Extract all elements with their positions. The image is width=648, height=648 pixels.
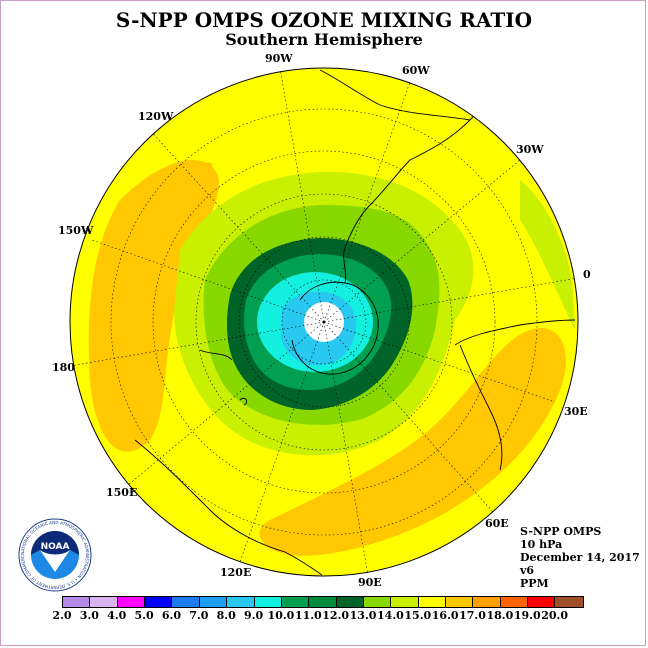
colorbar-swatch xyxy=(281,597,310,607)
logo-bird xyxy=(40,550,70,572)
lon-label-120w: 120W xyxy=(138,110,174,123)
field-light-green-edge xyxy=(520,180,575,330)
lon-label-90e: 90E xyxy=(358,576,382,589)
lon-label-90w: 90W xyxy=(265,52,293,65)
noaa-logo: NATIONAL OCEANIC AND ATMOSPHERIC ADMINIS… xyxy=(18,518,92,592)
map-boundary xyxy=(69,67,579,577)
colorbar-swatch xyxy=(500,597,529,607)
colorbar-swatch xyxy=(254,597,282,607)
colorbar-tick-label: 10.0 xyxy=(267,609,295,622)
info-level: 10 hPa xyxy=(520,538,563,551)
lon-label-150w: 150W xyxy=(58,224,94,237)
field-orange-small xyxy=(200,162,213,170)
colorbar-tick-label: 19.0 xyxy=(513,609,541,622)
colorbar-swatch xyxy=(199,597,228,607)
product-info: S-NPP OMPS 10 hPa December 14, 2017 v6 P… xyxy=(520,525,640,590)
colorbar-tick-label: 8.0 xyxy=(216,609,236,622)
colorbar xyxy=(62,596,584,608)
lon-label-150e: 150E xyxy=(106,486,137,499)
lon-label-60e: 60E xyxy=(485,517,509,530)
info-date: December 14, 2017 xyxy=(520,551,640,564)
colorbar-tick-label: 3.0 xyxy=(79,609,99,622)
colorbar-swatch xyxy=(227,597,255,607)
lon-label-60w: 60W xyxy=(402,64,430,77)
colorbar-swatch xyxy=(446,597,474,607)
colorbar-tick-label: 15.0 xyxy=(404,609,432,622)
colorbar-tick-label: 11.0 xyxy=(294,609,322,622)
colorbar-tick-label: 13.0 xyxy=(349,609,377,622)
lon-label-120e: 120E xyxy=(220,566,251,579)
logo-wordmark: NOAA xyxy=(41,542,70,552)
colorbar-tick-label: 7.0 xyxy=(189,609,209,622)
map-title: S-NPP OMPS OZONE MIXING RATIO xyxy=(115,8,533,32)
colorbar-swatch xyxy=(528,597,556,607)
map-subtitle: Southern Hemisphere xyxy=(225,30,423,49)
colorbar-tick-label: 18.0 xyxy=(486,609,514,622)
ozone-field xyxy=(70,68,578,576)
colorbar-tick-label: 6.0 xyxy=(161,609,182,622)
colorbar-tick-label: 20.0 xyxy=(541,609,569,622)
colorbar-tick-label: 12.0 xyxy=(322,609,350,622)
colorbar-tick-label: 9.0 xyxy=(244,609,264,622)
colorbar-ticks: 2.0 3.0 4.0 5.0 6.0 7.0 8.0 9.0 10.0 11.0 12.0 13.0… xyxy=(52,609,582,623)
colorbar-swatch xyxy=(63,597,91,607)
colorbar-swatch xyxy=(363,597,392,607)
info-instrument: S-NPP OMPS xyxy=(520,525,602,538)
colorbar-tick-label: 5.0 xyxy=(134,609,154,622)
colorbar-swatch xyxy=(117,597,146,607)
lon-label-30e: 30E xyxy=(564,405,588,418)
colorbar-swatch xyxy=(172,597,200,607)
colorbar-swatch xyxy=(555,597,583,607)
colorbar-swatch xyxy=(418,597,447,607)
graticule xyxy=(70,68,578,576)
field-orange-east xyxy=(259,328,566,556)
lon-label-30w: 30W xyxy=(516,143,544,156)
south-pole-dot xyxy=(322,320,326,324)
lon-label-0: 0 xyxy=(583,268,591,281)
colorbar-swatch xyxy=(145,597,173,607)
logo-upper xyxy=(31,531,79,555)
colorbar-tick-label: 17.0 xyxy=(459,609,486,622)
info-version: v6 xyxy=(520,564,535,577)
colorbar-tick-label: 14.0 xyxy=(377,609,404,622)
colorbar-tick-label: 4.0 xyxy=(107,609,127,622)
colorbar-tick-label: 2.0 xyxy=(52,609,72,622)
colorbar-swatch xyxy=(391,597,419,607)
colorbar-swatch xyxy=(90,597,118,607)
colorbar-swatch xyxy=(473,597,501,607)
info-units: PPM xyxy=(520,577,549,590)
colorbar-tick-label: 16.0 xyxy=(431,609,459,622)
lon-label-180: 180 xyxy=(52,361,75,374)
colorbar-swatch xyxy=(309,597,337,607)
colorbar-swatch xyxy=(336,597,364,607)
